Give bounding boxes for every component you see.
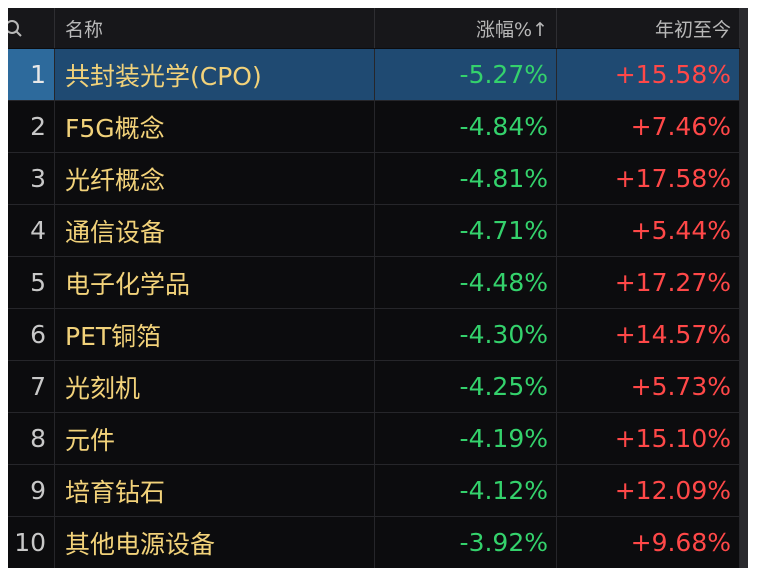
rank: 1 [8, 49, 55, 100]
ytd-pct: +7.46% [557, 101, 740, 152]
ytd-pct: +5.73% [557, 361, 740, 412]
ytd-pct: +17.27% [557, 257, 740, 308]
rank: 7 [8, 361, 55, 412]
rank: 2 [8, 101, 55, 152]
change-pct: -4.71% [375, 205, 557, 256]
scrollbar[interactable] [740, 8, 748, 568]
table-row[interactable]: 7 光刻机 -4.25% +5.73% [8, 361, 740, 413]
sector-name: 元件 [55, 413, 375, 464]
ytd-pct: +17.58% [557, 153, 740, 204]
rank: 9 [8, 465, 55, 516]
sector-name: 通信设备 [55, 205, 375, 256]
table-row[interactable]: 6 PET铜箔 -4.30% +14.57% [8, 309, 740, 361]
header-change[interactable]: 涨幅%↑ [375, 8, 557, 48]
ytd-pct: +14.57% [557, 309, 740, 360]
table-row[interactable]: 3 光纤概念 -4.81% +17.58% [8, 153, 740, 205]
table-row[interactable]: 1 共封装光学(CPO) -5.27% +15.58% [8, 49, 740, 101]
header-name[interactable]: 名称 [55, 8, 375, 48]
change-pct: -4.12% [375, 465, 557, 516]
change-pct: -4.48% [375, 257, 557, 308]
sector-name: 电子化学品 [55, 257, 375, 308]
change-pct: -4.30% [375, 309, 557, 360]
ytd-pct: +5.44% [557, 205, 740, 256]
change-pct: -4.81% [375, 153, 557, 204]
rank: 3 [8, 153, 55, 204]
header-ytd[interactable]: 年初至今 [557, 8, 740, 48]
table-row[interactable]: 5 电子化学品 -4.48% +17.27% [8, 257, 740, 309]
table-row[interactable]: 4 通信设备 -4.71% +5.44% [8, 205, 740, 257]
change-pct: -4.25% [375, 361, 557, 412]
rank: 4 [8, 205, 55, 256]
sector-name: F5G概念 [55, 101, 375, 152]
change-pct: -3.92% [375, 517, 557, 568]
ytd-pct: +15.10% [557, 413, 740, 464]
ytd-pct: +9.68% [557, 517, 740, 568]
search-glyph [8, 20, 22, 37]
sector-name: 光纤概念 [55, 153, 375, 204]
sector-name: 光刻机 [55, 361, 375, 412]
ytd-pct: +15.58% [557, 49, 740, 100]
table-row[interactable]: 8 元件 -4.19% +15.10% [8, 413, 740, 465]
sector-name: 共封装光学(CPO) [55, 49, 375, 100]
sector-name: PET铜箔 [55, 309, 375, 360]
sector-name: 其他电源设备 [55, 517, 375, 568]
table-row[interactable]: 10 其他电源设备 -3.92% +9.68% [8, 517, 740, 568]
rank: 10 [8, 517, 55, 568]
sector-table: 名称 涨幅%↑ 年初至今 1 共封装光学(CPO) -5.27% +15.58% 2 F5… [8, 8, 748, 568]
rank: 6 [8, 309, 55, 360]
ytd-pct: +12.09% [557, 465, 740, 516]
rank: 5 [8, 257, 55, 308]
search-icon[interactable] [8, 8, 55, 48]
table-row[interactable]: 9 培育钻石 -4.12% +12.09% [8, 465, 740, 517]
change-pct: -5.27% [375, 49, 557, 100]
change-pct: -4.19% [375, 413, 557, 464]
sector-name: 培育钻石 [55, 465, 375, 516]
change-pct: -4.84% [375, 101, 557, 152]
rank: 8 [8, 413, 55, 464]
table-row[interactable]: 2 F5G概念 -4.84% +7.46% [8, 101, 740, 153]
